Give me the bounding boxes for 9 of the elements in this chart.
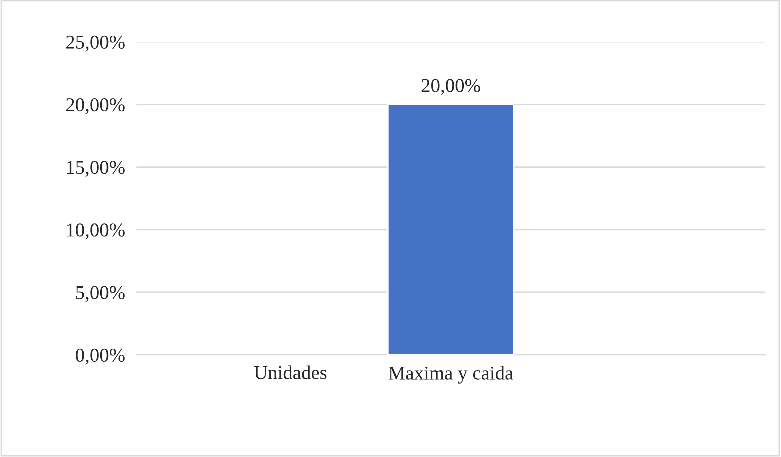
y-tick-label: 0,00% [76, 348, 125, 365]
y-tick-label: 10,00% [67, 224, 125, 240]
x-tick-label: Maxima y caida [388, 366, 514, 384]
y-tick-label: 5,00% [76, 286, 125, 302]
y-tick-label: 25,00% [66, 36, 125, 52]
data-label: 20,00% [422, 79, 480, 96]
y-tick-label: 15,00% [67, 161, 125, 177]
y-tick-label: 20,00% [66, 98, 125, 114]
x-axis-title: Unidades [254, 366, 327, 380]
